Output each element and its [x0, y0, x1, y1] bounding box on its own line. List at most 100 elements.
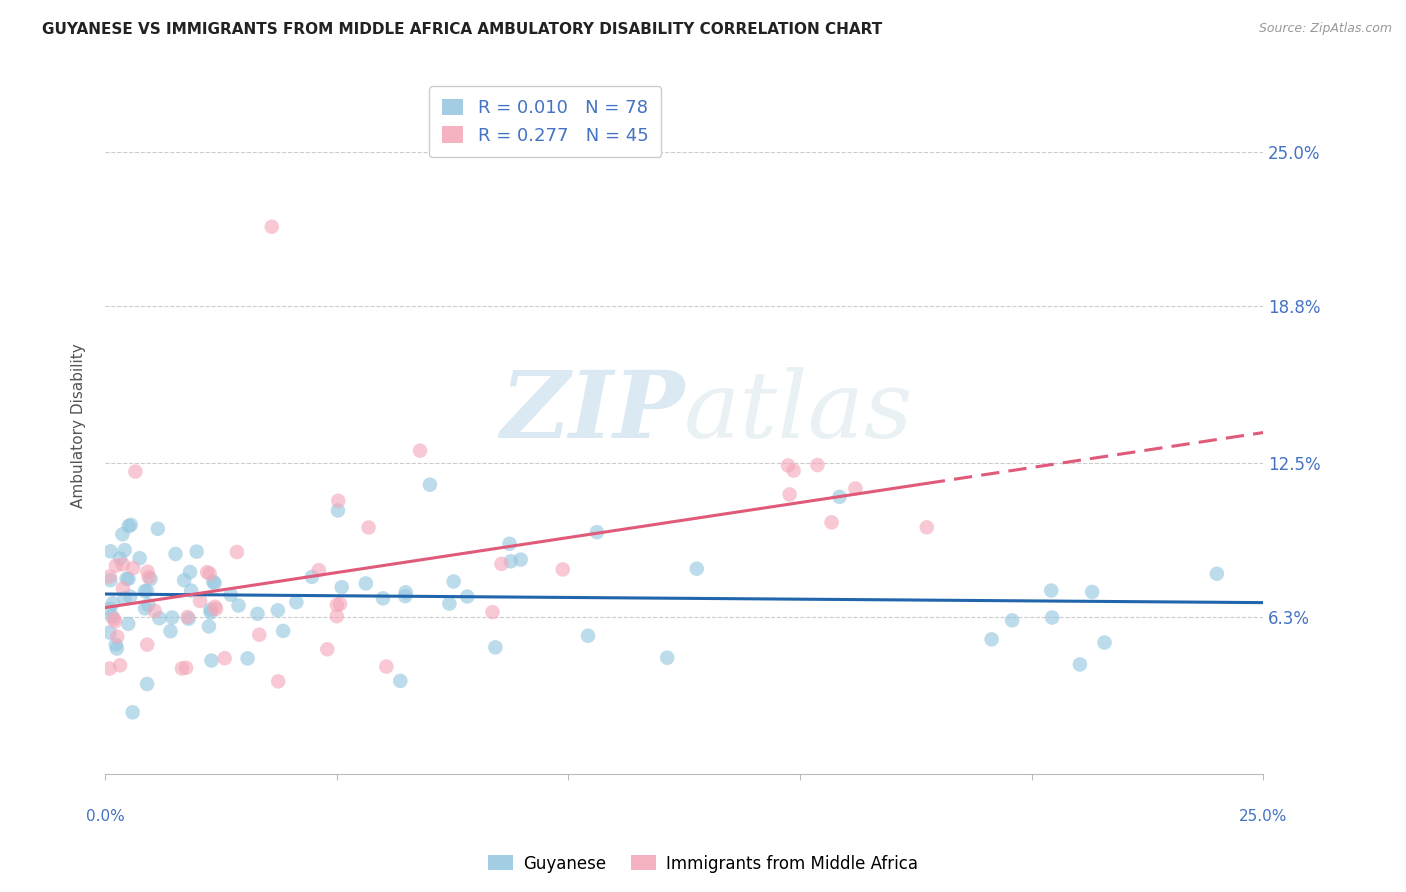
Point	[576, 629, 599, 643]
Point	[200, 602, 222, 616]
Point	[439, 597, 461, 611]
Point	[202, 574, 225, 589]
Point	[136, 565, 159, 579]
Point	[136, 677, 159, 691]
Point	[354, 576, 377, 591]
Point	[146, 522, 169, 536]
Point	[136, 638, 159, 652]
Point	[114, 543, 136, 558]
Point	[267, 603, 290, 617]
Point	[828, 490, 851, 504]
Point	[285, 595, 308, 609]
Point	[105, 630, 128, 644]
Text: Source: ZipAtlas.com: Source: ZipAtlas.com	[1258, 22, 1392, 36]
Point	[115, 572, 138, 586]
Point	[128, 551, 150, 566]
Point	[180, 583, 202, 598]
Point	[226, 545, 249, 559]
Point	[228, 599, 250, 613]
Point	[1069, 657, 1091, 672]
Point	[204, 576, 226, 591]
Text: GUYANESE VS IMMIGRANTS FROM MIDDLE AFRICA AMBULATORY DISABILITY CORRELATION CHAR: GUYANESE VS IMMIGRANTS FROM MIDDLE AFRIC…	[42, 22, 883, 37]
Point	[219, 588, 242, 602]
Legend: Guyanese, Immigrants from Middle Africa: Guyanese, Immigrants from Middle Africa	[481, 848, 925, 880]
Point	[136, 598, 159, 612]
Point	[105, 641, 128, 656]
Point	[108, 551, 131, 566]
Point	[1094, 635, 1116, 649]
Point	[160, 610, 183, 624]
Point	[389, 673, 412, 688]
Point	[551, 562, 574, 576]
Point	[260, 219, 283, 234]
Point	[205, 602, 228, 616]
Point	[499, 554, 522, 568]
Point	[103, 612, 125, 626]
Point	[328, 493, 350, 508]
Text: atlas: atlas	[685, 367, 914, 457]
Point	[134, 584, 156, 599]
Point	[371, 591, 394, 606]
Point	[165, 547, 187, 561]
Point	[419, 477, 441, 491]
Point	[143, 604, 166, 618]
Point	[114, 591, 136, 606]
Point	[124, 465, 146, 479]
Point	[357, 520, 380, 534]
Point	[138, 570, 160, 584]
Point	[247, 628, 270, 642]
Point	[120, 590, 142, 604]
Point	[1001, 613, 1024, 627]
Point	[200, 654, 222, 668]
Point	[117, 616, 139, 631]
Point	[820, 516, 842, 530]
Point	[308, 563, 330, 577]
Point	[1040, 583, 1063, 598]
Point	[326, 598, 349, 612]
Point	[395, 585, 418, 599]
Point	[491, 557, 513, 571]
Point	[409, 443, 432, 458]
Point	[98, 602, 121, 616]
Point	[111, 558, 134, 572]
Point	[100, 544, 122, 558]
Point	[179, 565, 201, 579]
Point	[177, 612, 200, 626]
Point	[236, 651, 259, 665]
Point	[1040, 610, 1063, 624]
Point	[98, 573, 121, 587]
Point	[326, 503, 349, 517]
Point	[271, 624, 294, 638]
Point	[330, 580, 353, 594]
Text: ZIP: ZIP	[501, 367, 685, 457]
Point	[1205, 566, 1227, 581]
Point	[198, 619, 221, 633]
Point	[174, 661, 197, 675]
Point	[1081, 585, 1104, 599]
Point	[509, 552, 531, 566]
Point	[173, 574, 195, 588]
Point	[111, 527, 134, 541]
Point	[108, 658, 131, 673]
Point	[329, 597, 352, 611]
Point	[134, 601, 156, 615]
Point	[806, 458, 828, 472]
Point	[159, 624, 181, 639]
Point	[481, 605, 503, 619]
Point	[443, 574, 465, 589]
Point	[176, 610, 198, 624]
Point	[98, 625, 121, 640]
Point	[214, 651, 236, 665]
Point	[101, 609, 124, 624]
Point	[195, 566, 218, 580]
Point	[170, 661, 193, 675]
Point	[148, 611, 170, 625]
Point	[686, 562, 709, 576]
Point	[122, 561, 145, 575]
Point	[136, 583, 159, 598]
Point	[117, 572, 139, 586]
Point	[586, 525, 609, 540]
Point	[139, 572, 162, 586]
Point	[778, 458, 800, 473]
Point	[118, 519, 141, 533]
